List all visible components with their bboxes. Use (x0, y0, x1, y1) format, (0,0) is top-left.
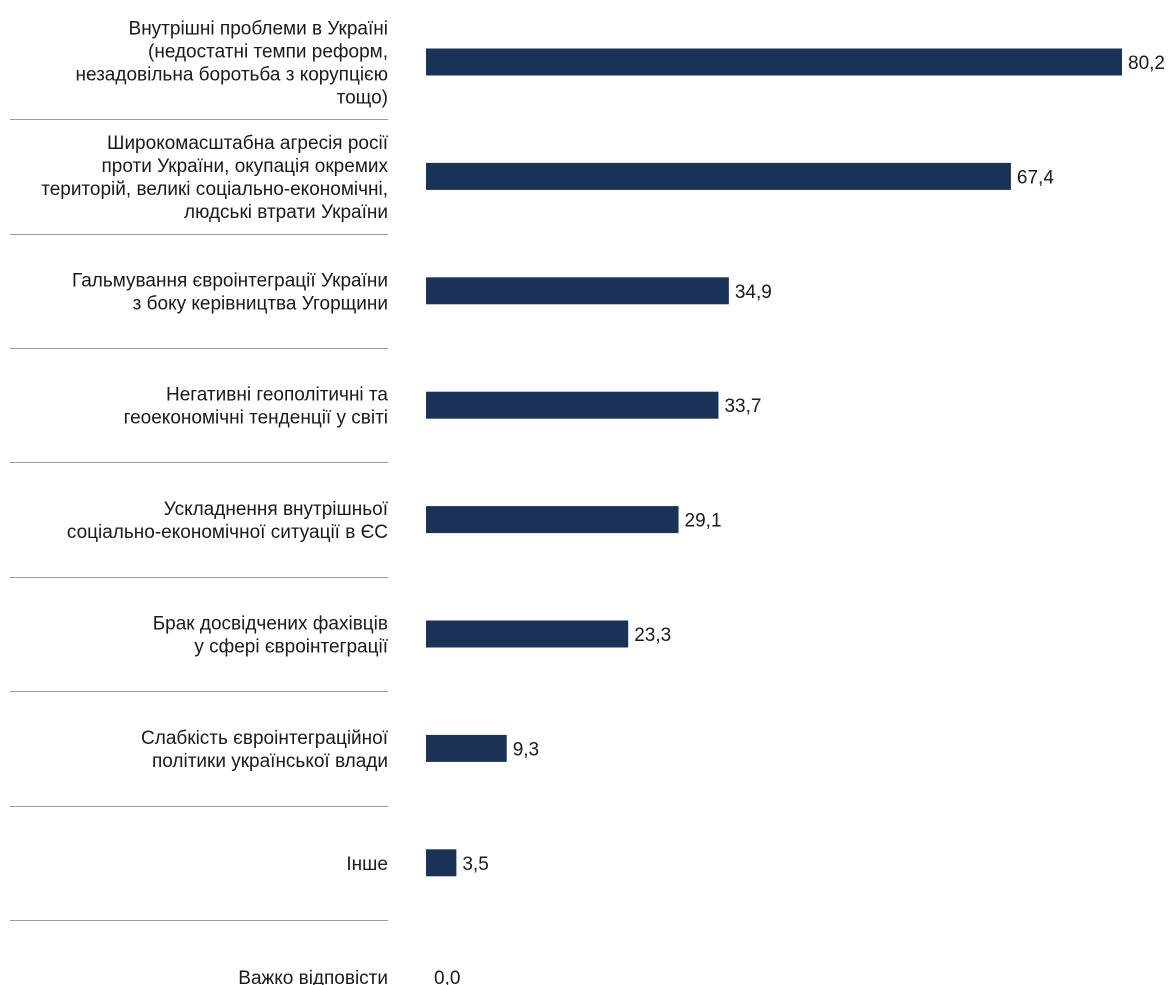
value-label: 34,9 (735, 282, 772, 303)
category-label-line: тощо) (337, 88, 388, 109)
category-label-line: Інше (346, 854, 388, 875)
category-label-line: Ускладнення внутрішньої (164, 499, 389, 520)
bar (426, 506, 679, 534)
value-label: 3,5 (462, 854, 488, 875)
category-label-line: Важко відповісти (238, 968, 388, 985)
bar (426, 277, 729, 305)
category-label-line: Слабкість євроінтеграційної (141, 728, 389, 749)
category-label-line: у сфері євроінтеграції (194, 637, 388, 658)
value-label: 80,2 (1128, 53, 1165, 74)
category-label-line: Негативні геополітичні та (166, 385, 388, 406)
category-label: Гальмування євроінтеграції України з боку… (72, 270, 388, 314)
bar (426, 391, 719, 419)
category-label-line: проти України, окупація окремих (101, 156, 388, 177)
category-label: Важко відповісти (238, 968, 388, 985)
category-label-line: Внутрішні проблеми в Україні (129, 19, 388, 40)
bar (426, 48, 1122, 76)
bar (426, 162, 1011, 190)
value-label: 9,3 (513, 739, 539, 760)
category-label-line: Брак досвідчених фахівців (153, 614, 388, 635)
bar (426, 849, 457, 877)
category-label: Брак досвідчених фахівців у сфері євроінт… (153, 614, 389, 658)
category-label: Широкомасштабна агресія росії проти Украї… (41, 133, 389, 223)
category-label-line: з боку керівництва Угорщини (133, 293, 388, 314)
category-label-line: територій, великі соціально-економічні, (41, 179, 388, 200)
category-label: Негативні геополітичні та геоекономічні т… (124, 385, 389, 429)
value-label: 29,1 (685, 511, 722, 532)
category-label-line: людські втрати України (184, 202, 388, 223)
value-label: 67,4 (1017, 167, 1054, 188)
category-label-line: соціально-економічної ситуації в ЄС (67, 522, 388, 543)
category-label-line: незадовільна боротьба з корупцією (75, 65, 388, 86)
category-label-line: геоекономічні тенденції у світі (124, 408, 388, 429)
bar (426, 734, 507, 762)
category-label: Інше (346, 854, 388, 875)
category-label-line: Гальмування євроінтеграції України (72, 270, 388, 291)
category-label: Внутрішні проблеми в Україні (недостатні … (75, 19, 388, 109)
category-label-line: Широкомасштабна агресія росії (107, 133, 389, 154)
value-label: 0,0 (434, 968, 460, 985)
value-label: 23,3 (634, 625, 671, 646)
value-label: 33,7 (724, 396, 761, 417)
category-label: Ускладнення внутрішньої соціально-економі… (67, 499, 389, 543)
category-label: Слабкість євроінтеграційної політики укра… (141, 728, 389, 772)
category-label-line: політики української влади (152, 751, 388, 772)
bar (426, 620, 629, 648)
category-label-line: (недостатні темпи реформ, (148, 42, 388, 63)
